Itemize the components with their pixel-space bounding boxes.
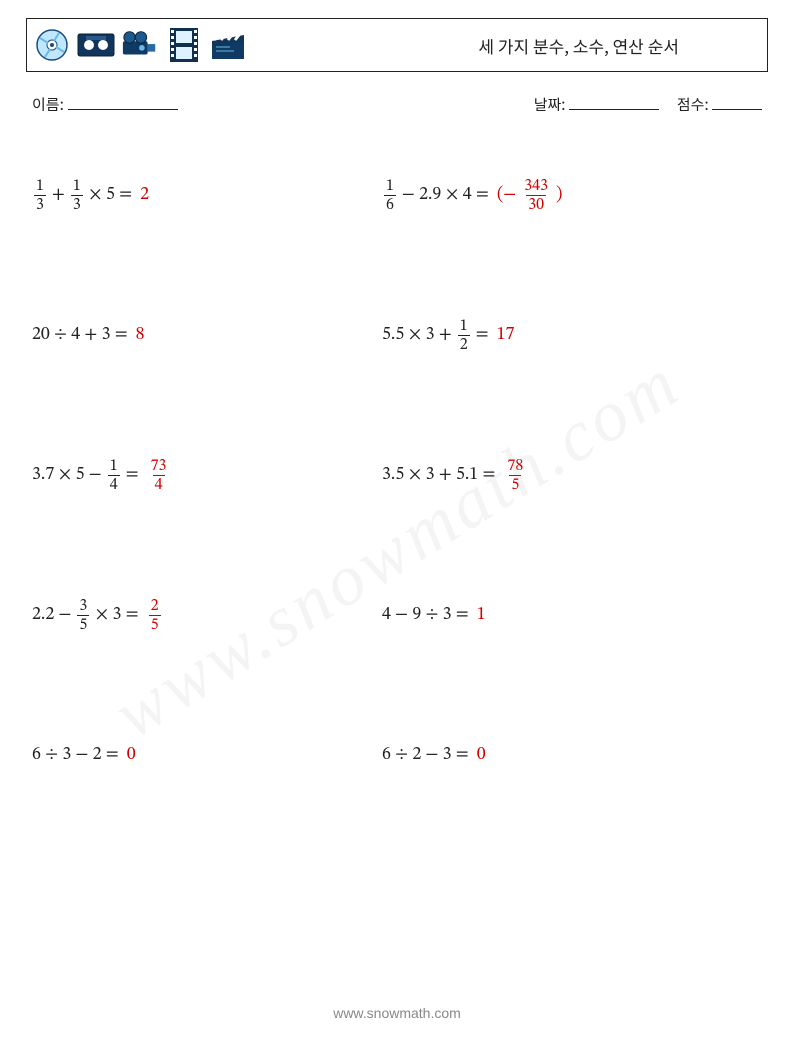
info-row: 이름: 날짜: 점수: bbox=[26, 94, 768, 115]
problem-cell: 6 ÷ 2 − 3 = 0 bbox=[382, 744, 722, 767]
math-text: 2 bbox=[140, 184, 149, 207]
fraction: 13 bbox=[71, 178, 83, 213]
problem-cell: 4 − 9 ÷ 3 = 1 bbox=[382, 604, 722, 627]
math-text: 6 ÷ 3 − 2 = bbox=[32, 744, 119, 767]
worksheet-page: 세 가지 분수, 소수, 연산 순서 이름: 날짜: 점수: 13 +13 × 5 … bbox=[0, 0, 794, 825]
math-text: 3.7 × 5 − bbox=[32, 464, 102, 487]
problem-cell: 6 ÷ 3 − 2 = 0 bbox=[32, 744, 382, 767]
problem-cell: 2.2 − 35 × 3 = 25 bbox=[32, 598, 382, 633]
problem-cell: 3.7 × 5 − 14 = 734 bbox=[32, 458, 382, 493]
math-text: 0 bbox=[477, 744, 486, 767]
problems-grid: 13 +13 × 5 = 2 16 − 2.9 × 4 = (− 34330) 20 ÷ 4… bbox=[26, 125, 768, 825]
math-text: = bbox=[476, 324, 489, 347]
name-blank bbox=[68, 94, 178, 110]
clapperboard-icon bbox=[209, 26, 247, 64]
problem-row: 3.7 × 5 − 14 = 734 3.5 × 3 + 5.1 = 785 bbox=[32, 405, 762, 545]
fraction: 16 bbox=[384, 178, 396, 213]
math-expression: 6 ÷ 3 − 2 = 0 bbox=[32, 744, 136, 767]
fraction: 785 bbox=[505, 458, 525, 493]
math-expression: 4 − 9 ÷ 3 = 1 bbox=[382, 604, 486, 627]
math-expression: 16 − 2.9 × 4 = (− 34330) bbox=[382, 178, 562, 213]
math-text: 6 ÷ 2 − 3 = bbox=[382, 744, 469, 767]
math-text: × 3 = bbox=[95, 604, 138, 627]
cd-disc-icon bbox=[33, 26, 71, 64]
problem-cell: 20 ÷ 4 + 3 = 8 bbox=[32, 324, 382, 347]
header-icons bbox=[33, 26, 247, 64]
fraction: 35 bbox=[77, 598, 89, 633]
problem-cell: 16 − 2.9 × 4 = (− 34330) bbox=[382, 178, 722, 213]
problem-cell: 13 +13 × 5 = 2 bbox=[32, 178, 382, 213]
problem-row: 6 ÷ 3 − 2 = 06 ÷ 2 − 3 = 0 bbox=[32, 685, 762, 825]
math-text: + bbox=[52, 184, 65, 207]
math-expression: 13 +13 × 5 = 2 bbox=[32, 178, 149, 213]
math-text: 1 bbox=[477, 604, 486, 627]
problem-row: 20 ÷ 4 + 3 = 8 5.5 × 3 + 12 = 17 bbox=[32, 265, 762, 405]
problem-cell: 5.5 × 3 + 12 = 17 bbox=[382, 318, 722, 353]
math-expression: 5.5 × 3 + 12 = 17 bbox=[382, 318, 514, 353]
math-text: 3.5 × 3 + 5.1 = bbox=[382, 464, 495, 487]
fraction: 14 bbox=[108, 458, 120, 493]
fraction: 13 bbox=[34, 178, 46, 213]
date-label: 날짜: bbox=[534, 94, 566, 115]
film-strip-icon bbox=[165, 26, 203, 64]
math-text: 4 − 9 ÷ 3 = bbox=[382, 604, 469, 627]
problem-row: 2.2 − 35 × 3 = 25 4 − 9 ÷ 3 = 1 bbox=[32, 545, 762, 685]
math-text: 20 ÷ 4 + 3 = bbox=[32, 324, 128, 347]
math-text: 8 bbox=[136, 324, 145, 347]
worksheet-title: 세 가지 분수, 소수, 연산 순서 bbox=[478, 33, 759, 58]
math-text: 5.5 × 3 + bbox=[382, 324, 452, 347]
fraction: 34330 bbox=[522, 178, 550, 213]
math-text: (− bbox=[497, 184, 516, 207]
math-expression: 3.5 × 3 + 5.1 = 785 bbox=[382, 458, 527, 493]
math-text: × 5 = bbox=[89, 184, 132, 207]
math-expression: 2.2 − 35 × 3 = 25 bbox=[32, 598, 163, 633]
projector-icon bbox=[121, 26, 159, 64]
score-blank bbox=[712, 94, 762, 110]
problem-cell: 3.5 × 3 + 5.1 = 785 bbox=[382, 458, 722, 493]
math-text: 0 bbox=[127, 744, 136, 767]
math-text: ) bbox=[556, 184, 562, 207]
fraction: 25 bbox=[149, 598, 161, 633]
math-expression: 3.7 × 5 − 14 = 734 bbox=[32, 458, 170, 493]
score-label: 점수: bbox=[677, 94, 709, 115]
problem-row: 13 +13 × 5 = 2 16 − 2.9 × 4 = (− 34330) bbox=[32, 125, 762, 265]
header-box: 세 가지 분수, 소수, 연산 순서 bbox=[26, 18, 768, 72]
math-text: 17 bbox=[497, 324, 515, 347]
vhs-tape-icon bbox=[77, 26, 115, 64]
math-expression: 6 ÷ 2 − 3 = 0 bbox=[382, 744, 486, 767]
math-text: = bbox=[126, 464, 139, 487]
fraction: 734 bbox=[149, 458, 169, 493]
footer-url: www.snowmath.com bbox=[0, 1005, 794, 1021]
fraction: 12 bbox=[458, 318, 470, 353]
date-blank bbox=[569, 94, 659, 110]
math-text: 2.2 − bbox=[32, 604, 71, 627]
math-text: − 2.9 × 4 = bbox=[402, 184, 489, 207]
name-label: 이름: bbox=[32, 94, 64, 115]
math-expression: 20 ÷ 4 + 3 = 8 bbox=[32, 324, 145, 347]
